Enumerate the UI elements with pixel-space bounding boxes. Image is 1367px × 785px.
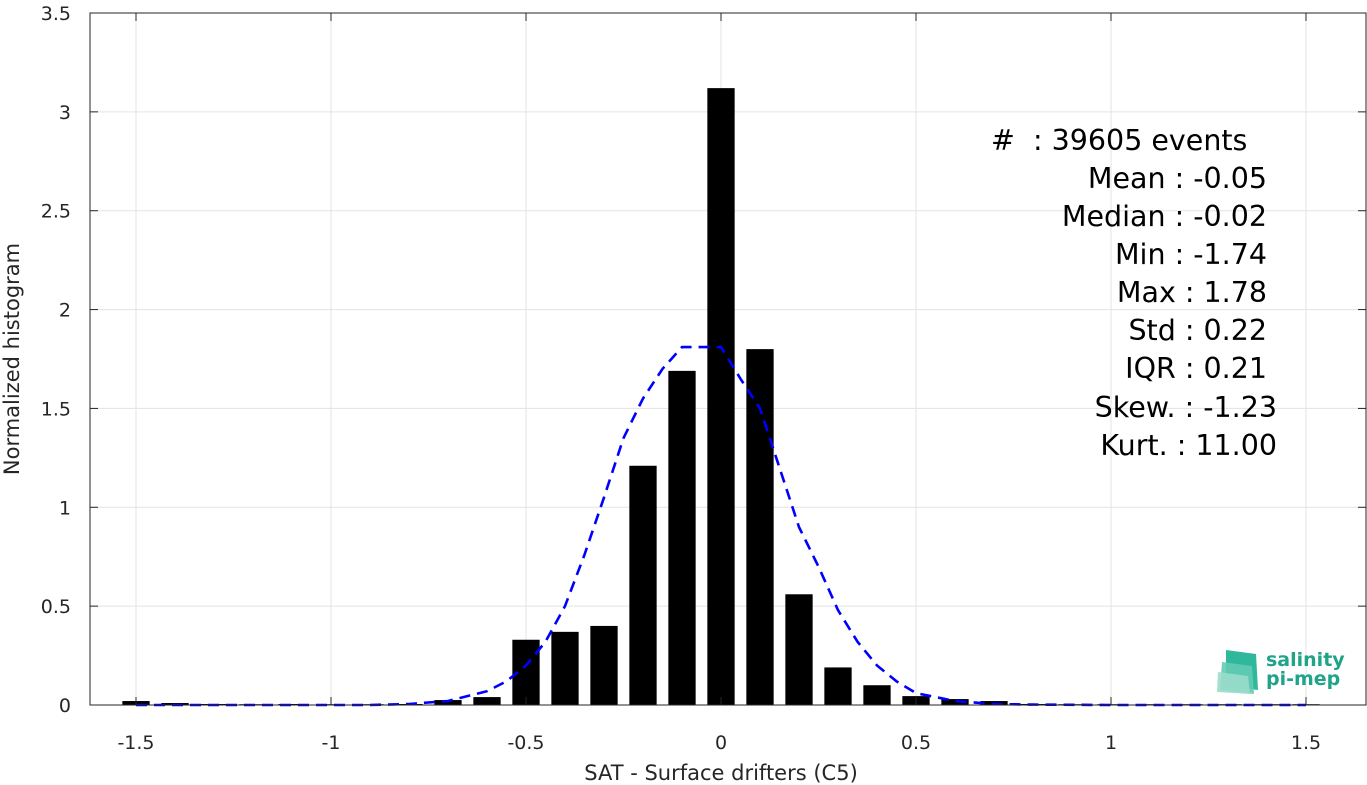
plot-frame — [89, 12, 1367, 706]
y-tick-label: 0.5 — [41, 596, 71, 618]
histogram-bar — [824, 667, 852, 705]
histogram-bar — [473, 697, 501, 705]
x-tick-label: 0.5 — [901, 732, 931, 754]
histogram-bar — [941, 699, 969, 705]
y-tick-label: 3 — [59, 102, 71, 124]
y-axis-label: Normalized histogram — [0, 243, 24, 475]
stat-median: Median : -0.02 — [1062, 200, 1267, 233]
x-tick-label: -1.5 — [117, 732, 154, 754]
x-tick-label: 1.5 — [1291, 732, 1321, 754]
normal-fit-curve — [136, 345, 1306, 707]
histogram-bars — [122, 88, 1320, 706]
x-tick-label: 0 — [715, 732, 727, 754]
x-axis-ticks: -1.5 -1 -0.5 0 0.5 1 1.5 — [117, 13, 1321, 754]
histogram-bar — [668, 370, 696, 705]
stat-mean: Mean : -0.05 — [1088, 162, 1267, 195]
y-tick-label: 1.5 — [41, 398, 71, 420]
x-axis-label: SAT - Surface drifters (C5) — [584, 761, 858, 785]
histogram-bar — [746, 349, 774, 705]
histogram-bar — [629, 465, 657, 705]
stat-skew: Skew. : -1.23 — [1095, 391, 1277, 424]
y-axis-ticks: 0 0.5 1 1.5 2 2.5 3 3.5 — [41, 3, 1366, 717]
stat-min: Min : -1.74 — [1115, 238, 1267, 271]
x-tick-label: -0.5 — [507, 732, 544, 754]
y-tick-label: 0 — [59, 695, 71, 717]
stat-iqr: IQR : 0.21 — [1125, 352, 1267, 385]
y-tick-label: 2.5 — [41, 201, 71, 223]
stat-max: Max : 1.78 — [1117, 276, 1267, 309]
histogram-bar — [863, 685, 891, 705]
histogram-bar — [590, 625, 618, 705]
y-tick-label: 3.5 — [41, 3, 71, 25]
salinity-pi-mep-logo: salinity pi-mep — [1217, 649, 1345, 694]
stat-events: # : 39605 events — [991, 124, 1247, 157]
y-tick-label: 2 — [59, 300, 71, 322]
histogram-bar — [551, 631, 579, 705]
logo-mark-icon — [1217, 650, 1258, 694]
logo-text-pimep: pi-mep — [1266, 668, 1340, 690]
histogram-bar — [785, 594, 813, 705]
logo-text-salinity: salinity — [1266, 649, 1345, 671]
stats-panel: # : 39605 events Mean : -0.05 Median : -… — [991, 124, 1277, 462]
histogram-bar — [707, 88, 735, 706]
x-tick-label: 1 — [1105, 732, 1117, 754]
histogram-bar — [434, 700, 462, 705]
stat-std: Std : 0.22 — [1128, 314, 1267, 347]
y-tick-label: 1 — [59, 497, 71, 519]
stat-kurt: Kurt. : 11.00 — [1100, 429, 1277, 462]
x-tick-label: -1 — [322, 732, 341, 754]
